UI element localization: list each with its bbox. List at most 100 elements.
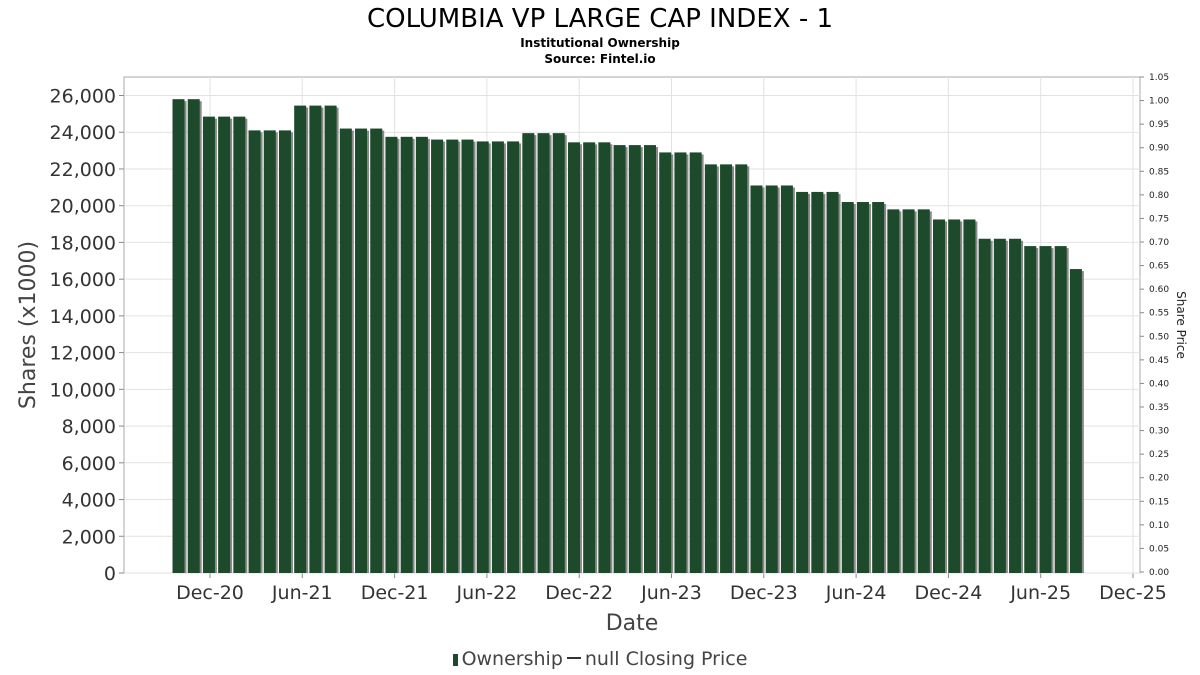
ownership-bar [841, 202, 854, 573]
x-tick-label: Jun-24 [825, 582, 887, 604]
ownership-bar [400, 136, 413, 573]
ownership-bar [263, 130, 276, 573]
ownership-bar [583, 142, 596, 573]
ownership-bar [1024, 246, 1037, 573]
y2-tick-label: 0.35 [1149, 403, 1169, 413]
y2-tick-label: 0.95 [1149, 120, 1169, 130]
y-tick-label: 10,000 [50, 379, 116, 401]
x-tick-label: Dec-21 [361, 582, 429, 604]
y-tick-label: 12,000 [50, 343, 116, 365]
y2-tick-label: 0.75 [1149, 214, 1169, 224]
chart-legend: Ownership null Closing Price [0, 648, 1200, 670]
ownership-bar [491, 141, 504, 574]
ownership-bar [461, 139, 474, 574]
ownership-bar [522, 133, 535, 573]
ownership-bar [948, 219, 961, 573]
ownership-bar [537, 133, 550, 573]
price-legend-label: null Closing Price [584, 648, 748, 670]
ownership-bar [856, 202, 869, 573]
ownership-bar [735, 164, 748, 574]
y-tick-label: 20,000 [50, 196, 116, 218]
y2-tick-label: 0.60 [1149, 285, 1169, 295]
y2-tick-label: 0.45 [1149, 356, 1169, 366]
ownership-bar [1039, 246, 1052, 573]
x-tick-label: Dec-24 [914, 582, 982, 604]
ownership-bar [720, 164, 733, 574]
y2-tick-label: 0.85 [1149, 167, 1169, 177]
y-axis-label: Shares (x1000) [16, 241, 41, 409]
y-tick-label: 22,000 [50, 159, 116, 181]
ownership-bar [644, 145, 657, 573]
x-tick-label: Dec-23 [730, 582, 798, 604]
y-tick-label: 24,000 [50, 122, 116, 144]
ownership-bar [507, 141, 520, 574]
y2-tick-label: 0.25 [1149, 450, 1169, 460]
x-tick-label: Dec-22 [545, 582, 613, 604]
x-tick-label: Jun-25 [1009, 582, 1071, 604]
ownership-legend-swatch [452, 654, 458, 666]
ownership-bar [187, 99, 200, 573]
y2-tick-label: 0.90 [1149, 144, 1169, 154]
y-tick-label: 8,000 [62, 416, 116, 438]
ownership-bar [689, 152, 702, 574]
ownership-bar [309, 105, 322, 574]
y-tick-label: 18,000 [50, 232, 116, 254]
ownership-bar [370, 128, 383, 574]
ownership-bar [917, 209, 930, 573]
y2-tick-label: 0.20 [1149, 474, 1169, 484]
chart-subtitle: Institutional Ownership [520, 36, 680, 50]
ownership-bar [902, 209, 915, 573]
ownership-bar [1009, 238, 1022, 573]
y2-tick-label: 0.80 [1149, 191, 1169, 201]
ownership-bar [431, 139, 444, 574]
y2-tick-label: 0.55 [1149, 309, 1169, 319]
ownership-bar [872, 202, 885, 573]
y2-tick-label: 1.00 [1149, 97, 1169, 107]
ownership-legend-label: Ownership [461, 648, 563, 670]
y2-tick-label: 0.40 [1149, 379, 1169, 389]
ownership-bar [796, 191, 809, 573]
y2-tick-label: 0.70 [1149, 238, 1169, 248]
ownership-bar [674, 152, 687, 574]
y2-tick-label: 0.50 [1149, 332, 1169, 342]
ownership-bar [1054, 246, 1067, 573]
x-tick-label: Jun-22 [456, 582, 518, 604]
ownership-bar [1069, 269, 1082, 573]
y2-tick-label: 0.00 [1149, 568, 1169, 578]
ownership-bar [613, 145, 626, 573]
ownership-bar [415, 136, 428, 573]
y2-tick-label: 0.15 [1149, 497, 1169, 507]
ownership-bar [628, 145, 641, 573]
ownership-bar [659, 152, 672, 574]
y-tick-label: 26,000 [50, 86, 116, 108]
x-tick-label: Dec-25 [1099, 582, 1167, 604]
ownership-bar [233, 116, 246, 574]
chart-source: Source: Fintel.io [544, 52, 656, 66]
y2-tick-label: 0.10 [1149, 521, 1169, 531]
ownership-bar [780, 185, 793, 573]
x-tick-label: Jun-23 [640, 582, 702, 604]
ownership-bar [750, 185, 763, 573]
ownership-bar [933, 219, 945, 573]
y-tick-label: 2,000 [62, 526, 116, 548]
x-axis-label: Date [606, 611, 659, 636]
price-legend-swatch [566, 657, 581, 659]
x-tick-label: Dec-20 [176, 582, 244, 604]
ownership-bar [324, 105, 337, 574]
y-tick-label: 6,000 [62, 453, 116, 475]
ownership-bar [811, 191, 824, 573]
ownership-bar [294, 105, 307, 574]
ownership-bar [765, 185, 778, 573]
ownership-bar [218, 116, 231, 574]
y-tick-label: 16,000 [50, 269, 116, 291]
ownership-bar [598, 142, 611, 573]
ownership-bar [963, 219, 976, 573]
y2-tick-label: 0.30 [1149, 427, 1169, 437]
ownership-bar [202, 116, 215, 574]
ownership-bar [278, 130, 291, 573]
ownership-bar [248, 130, 261, 573]
x-tick-label: Jun-21 [271, 582, 333, 604]
ownership-bar [385, 136, 398, 573]
y2-tick-label: 0.05 [1149, 544, 1169, 554]
chart-title: COLUMBIA VP LARGE CAP INDEX - 1 [366, 4, 834, 34]
